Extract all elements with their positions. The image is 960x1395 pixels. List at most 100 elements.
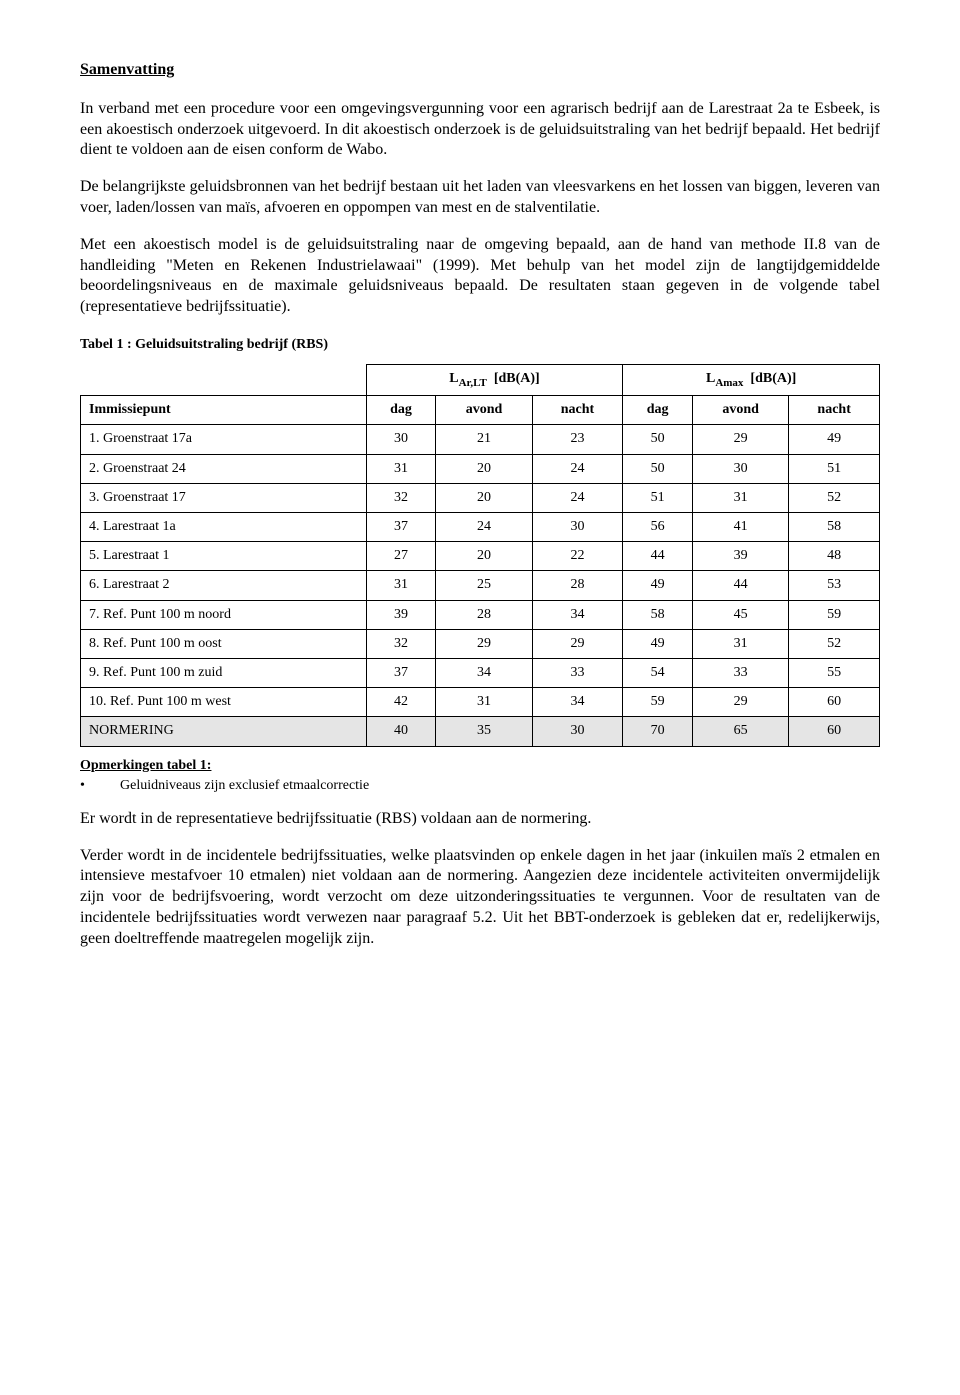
- paragraph-3: Met een akoestisch model is de geluidsui…: [80, 235, 880, 318]
- table-cell: 48: [789, 542, 880, 571]
- table-cell: 31: [436, 688, 532, 717]
- table-cell: 51: [623, 483, 693, 512]
- table-cell: 24: [532, 454, 623, 483]
- table-cell: 27: [366, 542, 436, 571]
- table-cell: 30: [532, 717, 623, 746]
- table-cell: 29: [532, 629, 623, 658]
- notes-item: • Geluidniveaus zijn exclusief etmaalcor…: [80, 777, 880, 795]
- table-cell: 30: [532, 513, 623, 542]
- table-cell: 29: [436, 629, 532, 658]
- results-table: LAr,LT [dB(A)] LAmax [dB(A)] Immissiepun…: [80, 364, 880, 746]
- table-col-nacht-2: nacht: [789, 396, 880, 425]
- table-row-label: 1. Groenstraat 17a: [81, 425, 367, 454]
- table-row: 3. Groenstraat 17322024513152: [81, 483, 880, 512]
- table-cell: 35: [436, 717, 532, 746]
- table-cell: 42: [366, 688, 436, 717]
- table-cell: 56: [623, 513, 693, 542]
- table-cell: 29: [693, 688, 789, 717]
- paragraph-4: Er wordt in de representatieve bedrijfss…: [80, 809, 880, 830]
- table-cell: 25: [436, 571, 532, 600]
- table-cell: 58: [789, 513, 880, 542]
- table-cell: 40: [366, 717, 436, 746]
- table-cell: 30: [366, 425, 436, 454]
- table-row: 1. Groenstraat 17a302123502949: [81, 425, 880, 454]
- table-cell: 52: [789, 483, 880, 512]
- table-row-label: 5. Larestraat 1: [81, 542, 367, 571]
- table-cell: 37: [366, 658, 436, 687]
- table-header-group-row: LAr,LT [dB(A)] LAmax [dB(A)]: [81, 365, 880, 396]
- table-cell: 32: [366, 629, 436, 658]
- table-row-label: 4. Larestraat 1a: [81, 513, 367, 542]
- table-cell: 29: [693, 425, 789, 454]
- table-cell: 28: [532, 571, 623, 600]
- table-cell: 33: [693, 658, 789, 687]
- table-caption: Tabel 1 : Geluidsuitstraling bedrijf (RB…: [80, 336, 880, 354]
- table-cell: 34: [436, 658, 532, 687]
- table-col-dag-1: dag: [366, 396, 436, 425]
- table-cell: 59: [789, 600, 880, 629]
- page-title: Samenvatting: [80, 60, 880, 81]
- table-row: 2. Groenstraat 24312024503051: [81, 454, 880, 483]
- table-cell: 52: [789, 629, 880, 658]
- table-row: 6. Larestraat 2312528494453: [81, 571, 880, 600]
- paragraph-2: De belangrijkste geluidsbronnen van het …: [80, 177, 880, 219]
- table-col-immissiepunt: Immissiepunt: [81, 396, 367, 425]
- paragraph-5: Verder wordt in de incidentele bedrijfss…: [80, 846, 880, 950]
- table-cell: 21: [436, 425, 532, 454]
- table-col-avond-1: avond: [436, 396, 532, 425]
- table-cell: 31: [366, 454, 436, 483]
- table-cell: 20: [436, 454, 532, 483]
- table-cell: 49: [623, 629, 693, 658]
- table-row-label: 9. Ref. Punt 100 m zuid: [81, 658, 367, 687]
- notes-item-text: Geluidniveaus zijn exclusief etmaalcorre…: [120, 778, 369, 793]
- table-cell: 53: [789, 571, 880, 600]
- table-cell: 65: [693, 717, 789, 746]
- table-cell: 22: [532, 542, 623, 571]
- table-col-avond-2: avond: [693, 396, 789, 425]
- table-cell: 24: [436, 513, 532, 542]
- table-cell: 31: [366, 571, 436, 600]
- table-cell: 33: [532, 658, 623, 687]
- table-group-lamax: LAmax [dB(A)]: [623, 365, 880, 396]
- table-blank-cell: [81, 365, 367, 396]
- table-cell: 34: [532, 600, 623, 629]
- table-cell: 31: [693, 629, 789, 658]
- table-header-row: Immissiepunt dag avond nacht dag avond n…: [81, 396, 880, 425]
- table-cell: 49: [789, 425, 880, 454]
- table-cell: 37: [366, 513, 436, 542]
- table-cell: 54: [623, 658, 693, 687]
- table-cell: 28: [436, 600, 532, 629]
- table-cell: 20: [436, 542, 532, 571]
- table-cell: 34: [532, 688, 623, 717]
- table-row: 10. Ref. Punt 100 m west423134592960: [81, 688, 880, 717]
- table-row-label: 6. Larestraat 2: [81, 571, 367, 600]
- table-cell: 24: [532, 483, 623, 512]
- table-cell: 60: [789, 717, 880, 746]
- table-cell: 30: [693, 454, 789, 483]
- table-row-label: 2. Groenstraat 24: [81, 454, 367, 483]
- bullet-icon: •: [80, 777, 85, 795]
- table-row-label: NORMERING: [81, 717, 367, 746]
- table-cell: 51: [789, 454, 880, 483]
- table-group-larlt: LAr,LT [dB(A)]: [366, 365, 623, 396]
- table-row-label: 10. Ref. Punt 100 m west: [81, 688, 367, 717]
- table-cell: 44: [623, 542, 693, 571]
- table-cell: 55: [789, 658, 880, 687]
- table-row: 7. Ref. Punt 100 m noord392834584559: [81, 600, 880, 629]
- table-col-dag-2: dag: [623, 396, 693, 425]
- table-row: 8. Ref. Punt 100 m oost322929493152: [81, 629, 880, 658]
- table-row: 4. Larestraat 1a372430564158: [81, 513, 880, 542]
- paragraph-1: In verband met een procedure voor een om…: [80, 99, 880, 161]
- table-cell: 32: [366, 483, 436, 512]
- table-cell: 50: [623, 454, 693, 483]
- table-cell: 41: [693, 513, 789, 542]
- table-cell: 20: [436, 483, 532, 512]
- table-cell: 50: [623, 425, 693, 454]
- table-row-label: 3. Groenstraat 17: [81, 483, 367, 512]
- table-cell: 58: [623, 600, 693, 629]
- table-cell: 31: [693, 483, 789, 512]
- table-body: 1. Groenstraat 17a3021235029492. Groenst…: [81, 425, 880, 746]
- table-row-label: 7. Ref. Punt 100 m noord: [81, 600, 367, 629]
- table-cell: 49: [623, 571, 693, 600]
- table-cell: 70: [623, 717, 693, 746]
